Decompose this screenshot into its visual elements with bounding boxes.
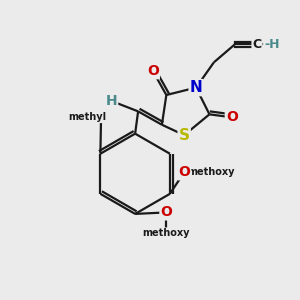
Text: N: N (190, 80, 202, 95)
Text: O: O (147, 64, 159, 78)
Text: S: S (179, 128, 190, 142)
Text: methyl: methyl (68, 112, 106, 122)
Text: methoxy: methoxy (187, 167, 235, 177)
Text: O: O (226, 110, 238, 124)
Text: O: O (178, 165, 190, 179)
Text: methoxy: methoxy (142, 228, 190, 238)
Text: -H: -H (264, 38, 280, 51)
Text: H: H (106, 94, 117, 108)
Text: O: O (160, 206, 172, 219)
Text: C: C (252, 38, 262, 51)
